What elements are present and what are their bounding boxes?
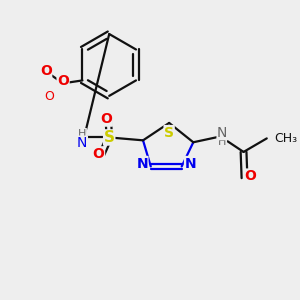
Text: O: O — [40, 64, 52, 78]
Text: N: N — [77, 136, 87, 150]
Text: O: O — [57, 74, 69, 88]
Text: N: N — [184, 157, 196, 170]
Text: H: H — [78, 129, 86, 139]
Text: CH₃: CH₃ — [274, 132, 298, 145]
Text: S: S — [104, 130, 115, 145]
Text: O: O — [100, 112, 112, 126]
Text: N: N — [136, 157, 148, 170]
Text: O: O — [93, 147, 104, 161]
Text: O: O — [244, 169, 256, 183]
Text: S: S — [164, 126, 174, 140]
Text: H: H — [218, 137, 226, 147]
Text: N: N — [217, 126, 227, 140]
Text: O: O — [45, 90, 55, 103]
